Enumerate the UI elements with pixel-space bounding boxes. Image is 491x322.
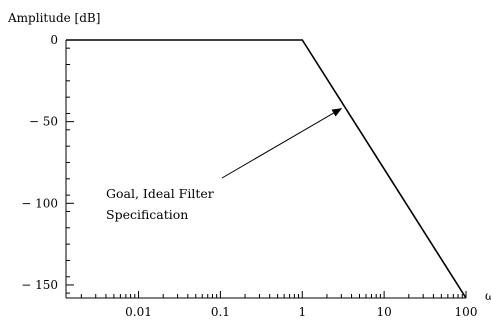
x-tick-label: 100 bbox=[455, 305, 478, 319]
series-line bbox=[66, 39, 467, 299]
x-ticks: 0.01 0.1 1 10 100 bbox=[80, 291, 478, 319]
y-axis-label: Amplitude [dB] bbox=[7, 11, 100, 25]
x-axis-label: ω bbox=[485, 289, 491, 303]
x-tick-label: 10 bbox=[376, 305, 391, 319]
annotation-line-1: Goal, Ideal Filter bbox=[106, 186, 214, 201]
x-tick-label: 0.1 bbox=[211, 305, 230, 319]
y-tick-label: − 50 bbox=[29, 115, 58, 129]
y-tick-label: 0 bbox=[50, 33, 58, 47]
y-tick-label: − 150 bbox=[21, 278, 58, 292]
x-tick-label: 0.01 bbox=[125, 305, 152, 319]
y-ticks: 0 − 50 − 100 − 150 bbox=[21, 33, 74, 294]
y-tick-label: − 100 bbox=[21, 196, 58, 210]
series-group bbox=[66, 39, 467, 299]
x-tick-label: 1 bbox=[298, 305, 306, 319]
annotation-arrow bbox=[221, 108, 343, 179]
annotation-line-2: Specification bbox=[106, 207, 188, 222]
